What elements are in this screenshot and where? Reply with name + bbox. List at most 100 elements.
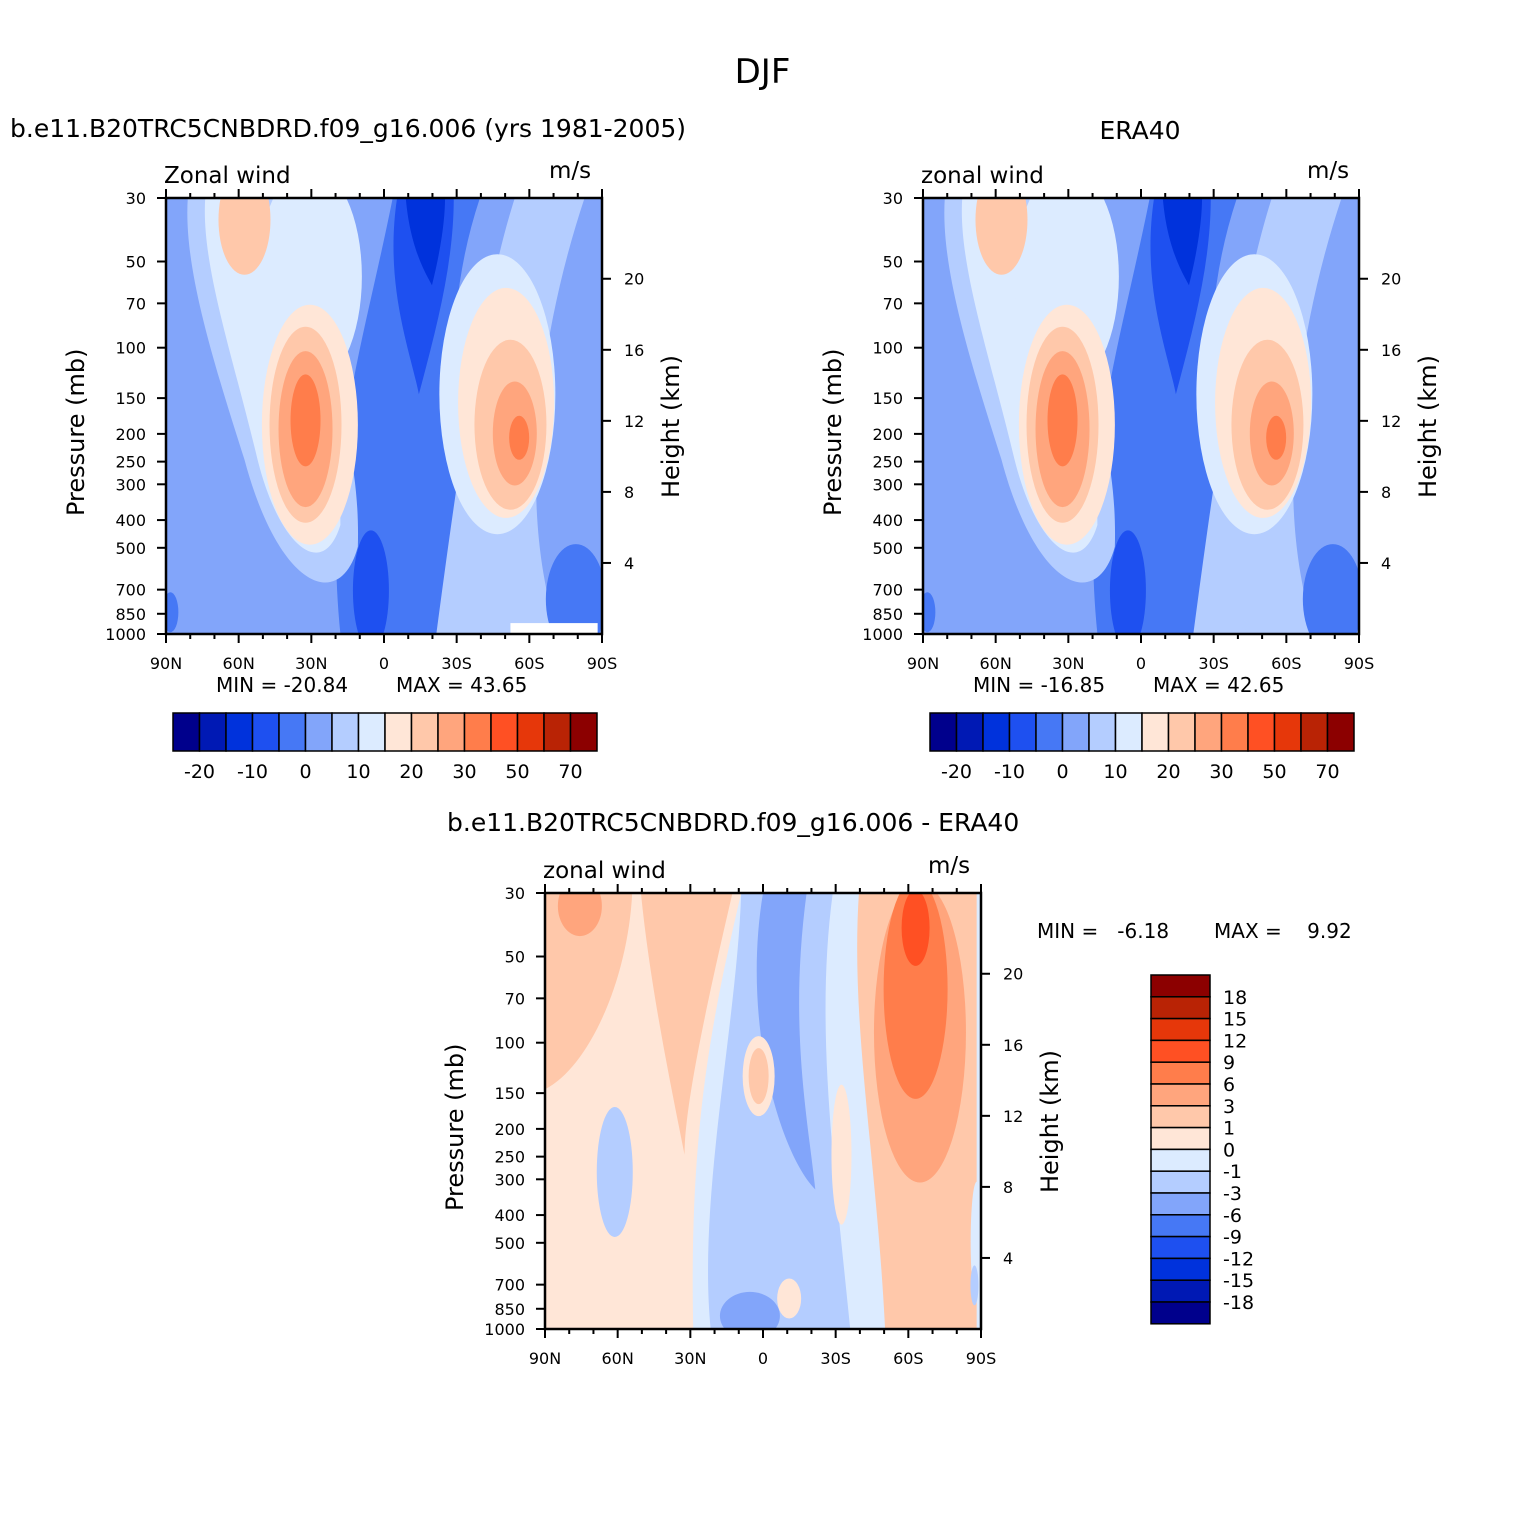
colorbar-box [1194, 712, 1223, 752]
x-tick-label: 30S [441, 654, 472, 673]
x-tick-label: 60S [514, 654, 545, 673]
colorbar-box [982, 712, 1011, 752]
p-tick-label: 150 [115, 389, 146, 408]
field-label-model: Zonal wind [164, 163, 291, 189]
colorbar-box [1150, 1083, 1211, 1107]
nh-jet-core [1047, 374, 1078, 467]
colorbar-label: 10 [1103, 761, 1127, 783]
p-tick-label: 1000 [105, 625, 146, 644]
np-surface-patch [923, 592, 936, 633]
z-tick-label: 20 [1381, 270, 1401, 289]
colorbar-box [225, 712, 254, 752]
p-tick-label: 200 [872, 425, 903, 444]
x-tick-label: 90N [907, 654, 939, 673]
sh-jet-core [1266, 415, 1287, 460]
colorbar-box [1326, 712, 1355, 752]
colorbar-box [1247, 712, 1276, 752]
field-label-diff: zonal wind [543, 858, 666, 884]
colorbar-box [1273, 712, 1302, 752]
colorbar-label: -3 [1223, 1183, 1242, 1205]
z-tick-label: 8 [1381, 483, 1391, 502]
colorbar-box [198, 712, 227, 752]
colorbar-box [1114, 712, 1143, 752]
p-tick-label: 850 [872, 605, 903, 624]
colorbar-label: -10 [994, 761, 1025, 783]
tropic-surface-neg [719, 1291, 780, 1329]
nh-neg-patch [596, 1107, 633, 1238]
z-tick-label: 12 [1003, 1107, 1023, 1126]
colorbar-label: -1 [1223, 1161, 1242, 1183]
colorbar-box [1150, 1126, 1211, 1151]
colorbar-box [331, 712, 360, 752]
field-label-obs: zonal wind [921, 163, 1044, 189]
colorbar-box [569, 712, 598, 752]
units-label-model: m/s [549, 158, 592, 184]
p-tick-label: 50 [126, 253, 146, 272]
z-tick-label: 4 [1003, 1249, 1013, 1268]
p-tick-label: 1000 [484, 1320, 525, 1339]
colorbar-label: 1 [1223, 1118, 1235, 1140]
colorbar-label: 9 [1223, 1052, 1235, 1074]
colorbar-box [172, 712, 201, 752]
field-obs [923, 198, 1359, 634]
axes-diff: 90N 60N 30N 0 30S 60S 90S 30 50 70 100 150 200 250 300… [484, 884, 1023, 1368]
colorbar-label: 0 [1223, 1139, 1235, 1161]
panel-title-obs: ERA40 [1099, 116, 1181, 145]
min-label-obs: MIN = -16.85 [973, 673, 1106, 697]
colorbar-box [437, 712, 466, 752]
colorbar-box [1220, 712, 1249, 752]
x-tick-label: 90S [966, 1349, 997, 1368]
colorbar-box [1150, 1039, 1211, 1063]
p-tick-label: 500 [494, 1234, 525, 1253]
x-tick-label: 30N [674, 1349, 706, 1368]
x-tick-label: 90S [1344, 654, 1375, 673]
p-tick-label: 250 [872, 453, 903, 472]
p-tick-label: 50 [883, 253, 903, 272]
colorbar-box [1150, 1214, 1211, 1238]
colorbar-box [490, 712, 519, 752]
nh-surface-pos [616, 1246, 692, 1307]
max-label-obs: MAX = 42.65 [1153, 673, 1285, 697]
p-tick-label: 250 [115, 453, 146, 472]
colorbar-box [1300, 712, 1329, 752]
colorbar-label: -15 [1223, 1270, 1254, 1292]
np-surface-patch [166, 592, 179, 633]
x-tick-label: 60N [223, 654, 255, 673]
colorbar-label: 70 [1315, 761, 1339, 783]
colorbar-label: -6 [1223, 1205, 1242, 1227]
colorbar-label: 70 [558, 761, 582, 783]
sh-pos9 [901, 893, 930, 966]
tropic-surface-pos [777, 1278, 802, 1319]
colorbar-box [410, 712, 439, 752]
z-tick-label: 16 [1003, 1036, 1023, 1055]
z-tick-label: 4 [624, 554, 634, 573]
x-tick-label: 60N [980, 654, 1012, 673]
colorbar-label: 20 [399, 761, 423, 783]
colorbar-box [1150, 974, 1211, 998]
p-tick-label: 70 [126, 294, 146, 313]
nh-strat-pos3 [557, 893, 602, 937]
z-tick-label: 16 [624, 341, 644, 360]
x-tick-label: 30N [1052, 654, 1084, 673]
axes-model: 90N 60N 30N 0 30S 60S 90S 30 50 70 100 150 200 250 300… [105, 189, 644, 673]
polar-surface-patch [545, 544, 602, 634]
colorbar-box [1150, 1170, 1211, 1194]
p-tick-label: 250 [494, 1148, 525, 1167]
z-tick-label: 16 [1381, 341, 1401, 360]
colorbar-box [251, 712, 280, 752]
colorbar-box [278, 712, 307, 752]
colorbar-obs: -20 -10 0 10 20 30 50 70 [929, 712, 1355, 783]
p-tick-label: 70 [505, 989, 525, 1008]
min-label-diff: MIN = -6.18 [1037, 919, 1170, 943]
p-tick-label: 100 [115, 339, 146, 358]
p-tick-label: 50 [505, 948, 525, 967]
colorbar-box [1150, 1105, 1211, 1129]
colorbar-label: -9 [1223, 1227, 1242, 1249]
z-tick-label: 20 [1003, 965, 1023, 984]
sh-jet-core [509, 415, 530, 460]
x-tick-label: 60S [1271, 654, 1302, 673]
p-tick-label: 700 [494, 1276, 525, 1295]
x-tick-label: 60N [602, 1349, 634, 1368]
p-tick-label: 30 [126, 189, 146, 208]
colorbar-box [929, 712, 958, 752]
